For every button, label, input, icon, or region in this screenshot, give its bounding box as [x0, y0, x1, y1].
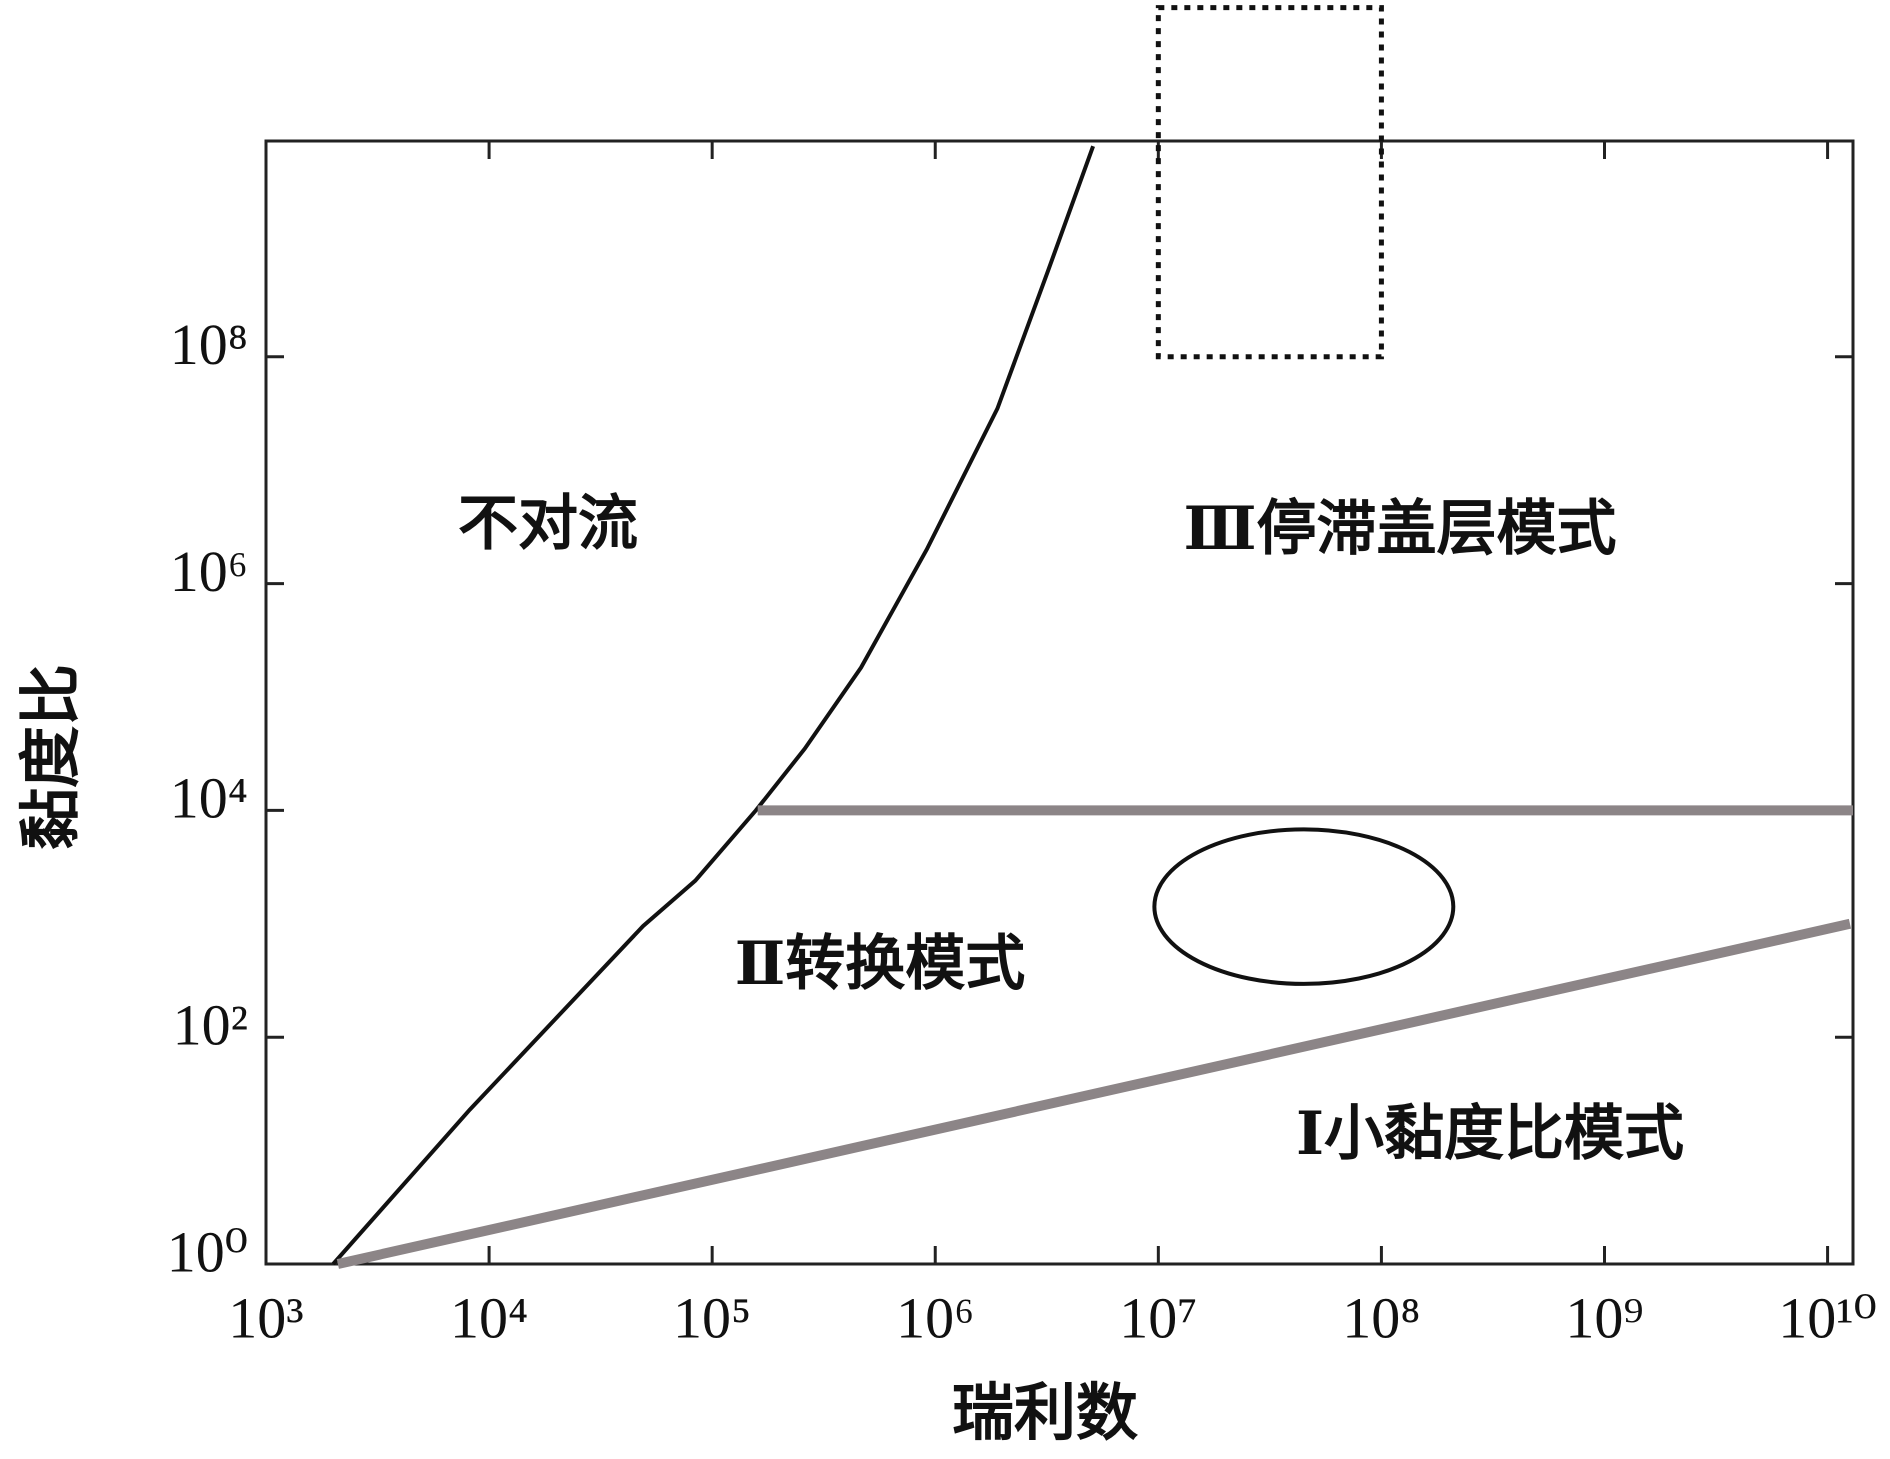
- x-tick-label: 10⁶: [896, 1285, 974, 1350]
- annotation: Ⅱ转换模式: [735, 931, 1026, 997]
- x-tick-label: 10⁷: [1119, 1285, 1197, 1350]
- ellipse-region: [1152, 827, 1456, 986]
- dotted-region: [1155, 5, 1384, 360]
- plot-frame: [264, 139, 1855, 1266]
- x-tick-label: 10⁴: [450, 1285, 528, 1350]
- x-tick-label: 10⁵: [673, 1285, 751, 1350]
- series-line: [336, 918, 1852, 1269]
- y-tick-label: 10⁴: [170, 766, 248, 831]
- x-tick-label: 10⁹: [1565, 1285, 1643, 1350]
- y-axis-label: 黏度比: [17, 664, 86, 850]
- x-tick-label: 10¹⁰: [1778, 1285, 1877, 1350]
- annotation: 不对流: [458, 491, 638, 557]
- annotation: Ⅲ停滞盖层模式: [1183, 496, 1616, 562]
- x-tick-label: 10³: [228, 1285, 303, 1350]
- y-tick-label: 10⁰: [167, 1219, 248, 1284]
- y-tick-label: 10⁶: [170, 539, 248, 604]
- x-tick-label: 10⁸: [1342, 1285, 1420, 1350]
- x-axis-label: 瑞利数: [952, 1380, 1138, 1448]
- y-tick-label: 10⁸: [170, 312, 248, 377]
- annotation: Ⅰ小黏度比模式: [1296, 1101, 1684, 1167]
- series-line: [331, 145, 1095, 1266]
- y-tick-label: 10²: [173, 993, 248, 1058]
